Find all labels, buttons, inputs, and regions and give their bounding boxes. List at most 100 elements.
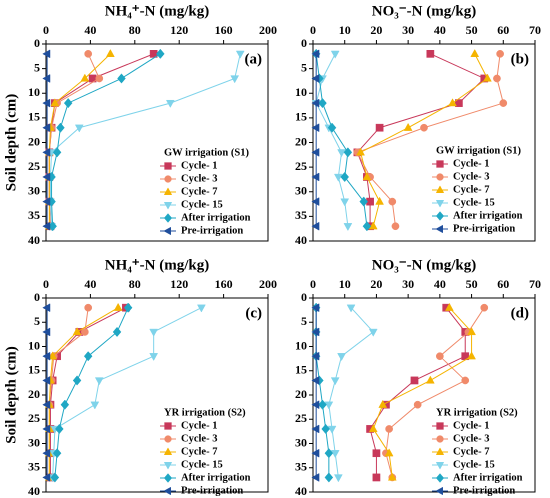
marker (42, 147, 51, 157)
marker (112, 326, 122, 338)
marker (435, 224, 443, 234)
marker (435, 211, 445, 221)
marker (235, 50, 245, 59)
y-tick-label: 0 (301, 36, 307, 50)
legend-label: Cycle- 7 (453, 184, 489, 195)
marker (149, 328, 159, 337)
legend-label: Pre-irrigation (453, 485, 515, 496)
marker (84, 303, 93, 312)
legend-label: After irrigation (453, 210, 523, 221)
marker (311, 49, 320, 59)
legend-label: Cycle- 15 (181, 459, 223, 470)
legend-label: Cycle- 1 (453, 158, 489, 169)
marker (42, 221, 51, 231)
marker (90, 401, 100, 410)
marker (448, 98, 457, 107)
legend-label: Cycle- 15 (453, 459, 495, 470)
legend-title: GW irrigation (S1) (164, 147, 249, 158)
legend-label: Cycle- 3 (181, 433, 217, 444)
marker (311, 303, 320, 313)
marker (436, 435, 444, 443)
marker (42, 172, 51, 182)
y-axis-label: Soil depth (cm) (3, 346, 19, 444)
marker (356, 147, 365, 156)
marker (52, 147, 62, 158)
marker (337, 353, 346, 362)
y-tick-label: 10 (28, 85, 40, 99)
legend-label: Cycle- 3 (453, 433, 489, 444)
marker (499, 99, 508, 107)
legend-label: Cycle- 1 (181, 160, 217, 171)
y-tick-label: 35 (28, 208, 40, 222)
x-tick-label: 120 (170, 23, 188, 37)
x-tick-label: 60 (497, 23, 509, 37)
marker (461, 376, 470, 385)
y-tick-label: 0 (34, 290, 40, 304)
y-tick-label: 35 (295, 460, 307, 474)
series-line (49, 53, 241, 227)
x-tick-label: 0 (43, 23, 49, 37)
marker (311, 376, 320, 385)
x-tick-label: 20 (370, 23, 382, 37)
marker (311, 351, 320, 361)
x-tick-label: 50 (466, 23, 478, 37)
marker (321, 423, 330, 435)
x-tick-label: 10 (339, 277, 351, 291)
y-tick-label: 30 (28, 435, 40, 449)
marker (163, 226, 171, 236)
marker (163, 202, 173, 210)
marker (340, 198, 350, 207)
series-line (372, 307, 473, 478)
x-tick-label: 60 (497, 277, 509, 291)
marker (42, 424, 51, 434)
x-tick-label: 10 (339, 23, 351, 37)
series-line (51, 53, 161, 227)
marker (50, 98, 60, 107)
marker (311, 172, 320, 182)
x-tick-label: 40 (84, 23, 96, 37)
y-tick-label: 20 (295, 387, 307, 401)
marker (163, 486, 171, 496)
legend-label: Cycle- 3 (181, 173, 217, 184)
y-tick-label: 5 (34, 60, 40, 74)
marker (343, 223, 353, 232)
marker (55, 423, 64, 435)
marker (330, 377, 340, 386)
marker (42, 327, 51, 337)
marker (327, 425, 337, 434)
y-tick-label: 30 (295, 184, 307, 198)
y-tick-label: 20 (295, 134, 307, 148)
y-tick-label: 5 (301, 60, 307, 74)
x-tick-label: 20 (370, 277, 382, 291)
marker (80, 73, 90, 82)
marker (362, 221, 372, 232)
marker (123, 302, 133, 313)
marker (42, 123, 51, 133)
marker (95, 74, 104, 83)
series-line (49, 307, 127, 478)
legend-label: Cycle- 7 (181, 446, 217, 457)
series-line (315, 53, 349, 227)
marker (52, 448, 62, 459)
marker (42, 74, 51, 83)
marker (403, 122, 413, 131)
marker (42, 400, 51, 410)
marker (372, 473, 381, 482)
marker (83, 351, 93, 362)
marker (163, 447, 173, 455)
x-tick-label: 160 (215, 277, 233, 291)
y-tick-label: 35 (295, 208, 307, 222)
marker (372, 449, 381, 458)
marker (163, 187, 173, 195)
y-tick-label: 0 (301, 290, 307, 304)
marker (105, 49, 115, 57)
marker (435, 462, 445, 470)
marker (42, 448, 51, 458)
marker (72, 327, 82, 336)
chart-title: NH₄⁺-N (mg/kg) (105, 257, 210, 273)
y-tick-label: 15 (295, 363, 307, 377)
marker (63, 98, 73, 109)
x-tick-label: 200 (259, 277, 277, 291)
y-tick-label: 10 (28, 338, 40, 352)
